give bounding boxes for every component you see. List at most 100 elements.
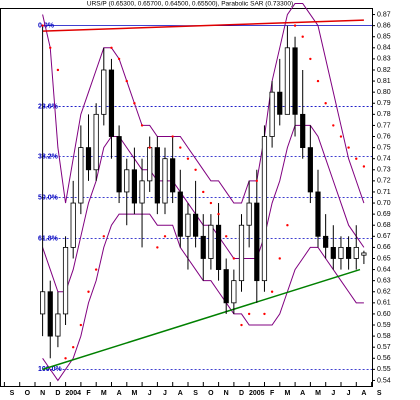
y-tick-label: 0.66: [377, 244, 391, 251]
candle-body: [55, 313, 61, 337]
x-tick-label: A: [117, 390, 122, 397]
y-tick-label: 0.81: [377, 78, 391, 85]
y-tick-label: 0.69: [377, 211, 391, 218]
sar-dot: [293, 24, 297, 27]
candle-body: [307, 147, 313, 193]
sar-dot: [270, 290, 274, 293]
candle-body: [170, 158, 176, 193]
y-tick-label: 0.86: [377, 22, 391, 29]
sar-dot: [87, 290, 90, 293]
candle-body: [40, 291, 46, 315]
sar-dot: [355, 157, 358, 160]
y-tick-label: 0.65: [377, 255, 391, 262]
candle-body: [254, 202, 260, 282]
candle-body: [231, 280, 237, 304]
sar-dot: [286, 224, 289, 227]
y-tick-label: 0.84: [377, 45, 391, 52]
sar-dot: [194, 168, 197, 171]
y-tick-label: 0.61: [377, 300, 391, 307]
x-tick-label: J: [163, 390, 167, 397]
fib-label: 61.8%: [38, 235, 59, 242]
y-tick-label: 0.73: [377, 167, 391, 174]
y-tick-label: 0.85: [377, 34, 391, 41]
x-tick-label: S: [193, 390, 198, 397]
candle-body: [284, 47, 291, 115]
sar-dot: [148, 146, 151, 149]
x-tick-label: F: [86, 390, 91, 397]
sar-dot: [278, 257, 281, 260]
sar-dot: [186, 157, 190, 160]
sar-dot: [79, 323, 83, 327]
x-tick-label: O: [208, 390, 214, 397]
sar-dot: [56, 68, 60, 72]
sar-dot: [133, 102, 136, 105]
sar-dot: [209, 201, 213, 205]
candle-body: [101, 69, 107, 115]
sar-dot: [362, 165, 366, 168]
y-tick-label: 0.71: [377, 189, 391, 196]
sar-dot: [179, 146, 182, 149]
candle-body: [200, 235, 206, 259]
x-tick-label: M: [315, 390, 321, 397]
trendline: [42, 19, 364, 32]
x-tick-label: 2004: [65, 390, 81, 397]
x-tick-label: J: [331, 390, 335, 397]
y-tick-label: 0.55: [377, 366, 391, 373]
sar-dot: [324, 102, 327, 105]
x-tick-label: A: [361, 390, 366, 397]
sar-dot: [163, 235, 167, 238]
x-tick-label: O: [25, 390, 31, 397]
candle-body: [154, 147, 160, 204]
sar-dot: [41, 24, 44, 27]
candle-body: [116, 136, 122, 193]
candle-body: [215, 224, 222, 270]
sar-dot: [117, 57, 121, 61]
candle-body: [269, 91, 275, 137]
candle-body: [361, 252, 367, 256]
fib-label: 23.6%: [38, 103, 59, 110]
y-tick-label: 0.87: [377, 11, 391, 18]
sar-dot: [309, 57, 312, 61]
candle-body: [70, 202, 76, 248]
y-tick-label: 0.77: [377, 122, 391, 129]
sar-dot: [255, 179, 258, 183]
candle-body: [261, 136, 268, 282]
trendline: [42, 268, 361, 371]
y-tick-label: 0.64: [377, 266, 391, 273]
sar-dot: [232, 257, 236, 260]
x-tick-label: M: [284, 390, 290, 397]
candle-body: [93, 113, 99, 171]
x-tick-label: N: [40, 390, 45, 397]
fib-label: 38.2%: [38, 153, 59, 160]
candle-body: [208, 224, 214, 259]
x-tick-label: A: [300, 390, 305, 397]
candle-body: [246, 202, 252, 226]
y-tick-label: 0.76: [377, 133, 391, 140]
candle-body: [238, 224, 245, 282]
candle-body: [85, 147, 92, 171]
y-tick-label: 0.59: [377, 322, 391, 329]
band-upper: [42, 2, 365, 204]
fib-label: 0.0%: [38, 22, 55, 29]
sar-dot: [202, 190, 205, 194]
x-tick-label: J: [148, 390, 152, 397]
sar-dot: [140, 124, 144, 127]
y-tick-label: 0.60: [377, 311, 391, 318]
candle-body: [108, 69, 115, 137]
y-tick-label: 0.54: [377, 377, 391, 384]
y-tick-label: 0.67: [377, 233, 391, 240]
y-tick-label: 0.80: [377, 89, 391, 96]
y-tick-label: 0.79: [377, 100, 391, 107]
y-tick-label: 0.63: [377, 278, 391, 285]
sar-dot: [301, 35, 304, 38]
x-tick-label: N: [224, 390, 229, 397]
y-tick-label: 0.57: [377, 344, 391, 351]
candle-body: [47, 291, 53, 337]
candle-body: [131, 169, 137, 204]
candle-body: [139, 180, 145, 204]
chart-title: URS/P (0.65300, 0.65700, 0.64500, 0.6550…: [87, 1, 293, 8]
candle-body: [330, 246, 336, 259]
y-tick-label: 0.58: [377, 333, 391, 340]
sar-dot: [332, 124, 335, 127]
sar-dot: [94, 268, 98, 271]
